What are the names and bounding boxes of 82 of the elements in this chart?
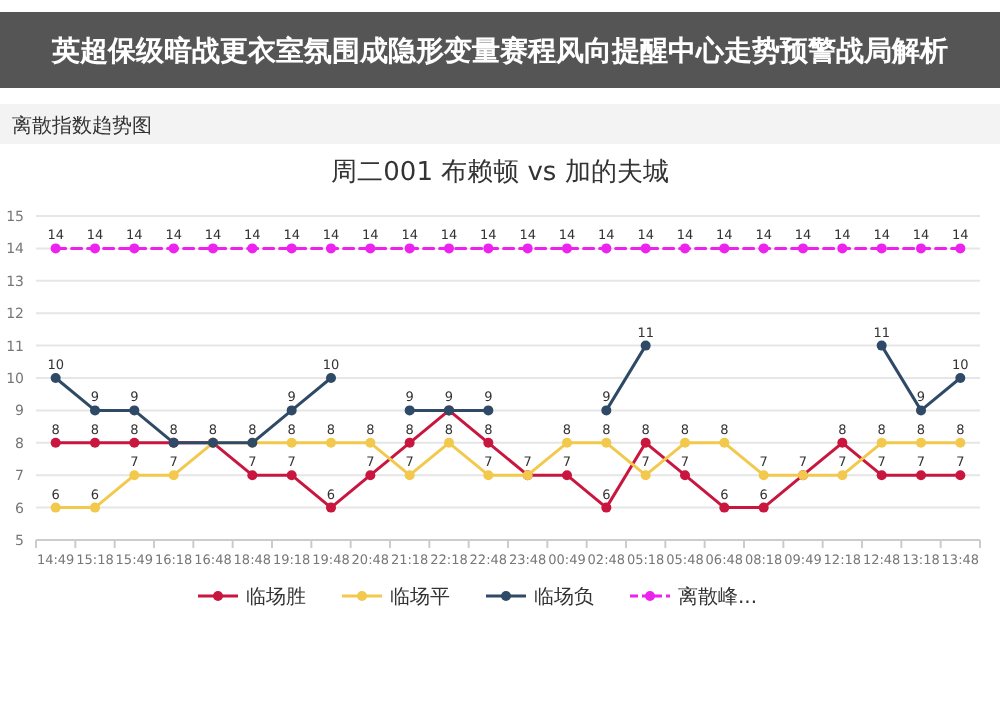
point [326, 437, 336, 448]
point [444, 437, 454, 448]
point [837, 437, 848, 448]
point [916, 470, 926, 481]
point [129, 405, 140, 416]
point [326, 373, 336, 383]
point [876, 340, 887, 351]
point [601, 243, 612, 254]
point [562, 437, 572, 448]
point [758, 243, 769, 254]
point [680, 437, 690, 448]
point [562, 470, 572, 481]
point [168, 470, 179, 481]
point [955, 243, 966, 254]
point [601, 502, 612, 513]
point [286, 243, 297, 254]
point [404, 405, 415, 416]
legend-label: 临场平 [390, 585, 450, 609]
point [916, 437, 926, 448]
point [483, 470, 494, 481]
point [247, 470, 258, 481]
point [680, 470, 690, 481]
point [444, 243, 454, 254]
point [483, 405, 494, 416]
point [640, 437, 651, 448]
point [90, 405, 100, 416]
point [90, 502, 100, 513]
point [640, 340, 651, 351]
point [916, 243, 926, 254]
point [365, 243, 376, 254]
point [404, 243, 415, 254]
point [286, 437, 297, 448]
point [719, 243, 730, 254]
point [247, 243, 258, 254]
point [601, 437, 612, 448]
point [404, 437, 415, 448]
point [837, 243, 848, 254]
point [719, 437, 730, 448]
point [522, 243, 533, 254]
point [129, 470, 140, 481]
point [798, 243, 808, 254]
point [286, 470, 297, 481]
point [601, 405, 612, 416]
point [483, 243, 494, 254]
point [640, 470, 651, 481]
legend-label: 临场负 [534, 585, 594, 609]
point [50, 373, 61, 383]
point [208, 243, 218, 254]
point [955, 470, 966, 481]
annotation: 英超保级暗战更衣室氛围成隐形变量赛程风向提醒中心走势预警战局解析 [52, 36, 948, 68]
point [837, 470, 848, 481]
point [365, 470, 376, 481]
point [955, 437, 966, 448]
annotation: 离散指数趋势图 [12, 116, 152, 138]
point [680, 243, 690, 254]
point [876, 470, 887, 481]
point [50, 437, 61, 448]
point [168, 243, 179, 254]
point [758, 470, 769, 481]
point [758, 502, 769, 513]
point [90, 243, 100, 254]
point [404, 470, 415, 481]
point [50, 243, 61, 254]
point [50, 502, 61, 513]
legend-label: 临场胜 [246, 585, 306, 609]
point [129, 243, 140, 254]
point [483, 437, 494, 448]
point [129, 437, 140, 448]
point [90, 437, 100, 448]
point [562, 243, 572, 254]
title: 周二001 布赖顿 vs 加的夫城 [331, 158, 669, 188]
point [719, 502, 730, 513]
point [876, 437, 887, 448]
point [916, 405, 926, 416]
point [286, 405, 297, 416]
point [955, 373, 966, 383]
point [326, 502, 336, 513]
point [365, 437, 376, 448]
legend-label: 离散峰... [678, 585, 758, 609]
point [876, 243, 887, 254]
point [640, 243, 651, 254]
point [326, 243, 336, 254]
